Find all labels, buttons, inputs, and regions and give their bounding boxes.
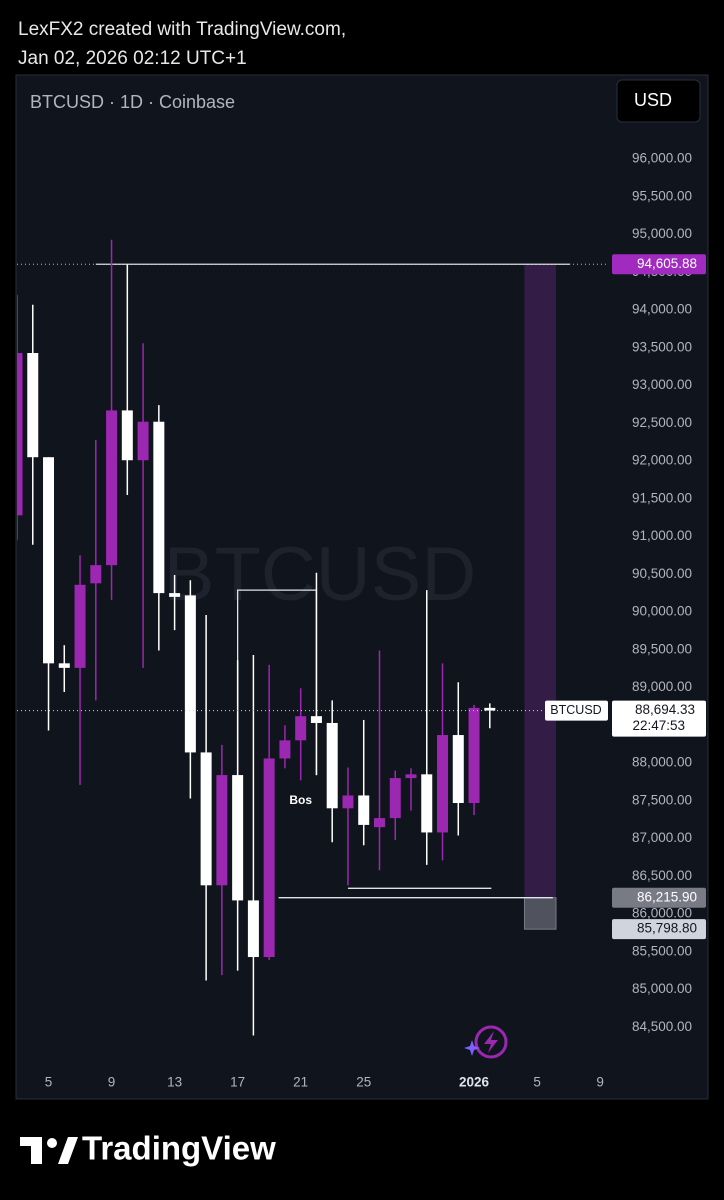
candle-body <box>358 795 370 825</box>
y-tick-label: 93,000.00 <box>632 377 692 392</box>
y-tick-label: 86,500.00 <box>632 868 692 883</box>
y-tick-label: 90,000.00 <box>632 604 692 619</box>
zone-lower <box>523 897 557 930</box>
y-tick-label: 90,500.00 <box>632 566 692 581</box>
x-tick-label: 9 <box>108 1075 116 1090</box>
plot-area: Bos <box>17 239 571 1036</box>
candle-body <box>326 722 338 809</box>
y-tick-label: 94,000.00 <box>632 302 692 317</box>
price-label: 94,605.88 <box>637 256 697 271</box>
candle-body <box>405 774 417 779</box>
candle-body <box>389 778 401 819</box>
current-price: 88,694.33 <box>635 702 695 717</box>
candle-body <box>137 421 149 461</box>
y-tick-label: 84,500.00 <box>632 1019 692 1034</box>
candle-body <box>43 457 55 664</box>
price-label-bg <box>612 254 706 275</box>
x-tick-label: 2026 <box>459 1075 490 1090</box>
candle-body <box>452 735 464 804</box>
price-label-bg <box>612 919 706 940</box>
x-tick-label: 9 <box>596 1075 604 1090</box>
candle-body <box>437 735 449 833</box>
candle-body <box>484 707 496 711</box>
candle-body <box>263 758 275 958</box>
candle-body <box>468 707 480 804</box>
header-line: LexFX2 created with TradingView.com, <box>18 19 346 40</box>
candle-body <box>74 584 86 668</box>
candle-body <box>295 716 307 741</box>
logo <box>20 1137 78 1164</box>
candle-body <box>169 593 181 597</box>
y-tick-label: 91,000.00 <box>632 528 692 543</box>
candle-body <box>373 818 385 828</box>
price-label: 86,215.90 <box>637 889 697 904</box>
current-price-bg <box>612 700 706 737</box>
y-tick-label: 89,000.00 <box>632 679 692 694</box>
candle-body <box>106 410 118 566</box>
candle-body <box>310 716 322 723</box>
y-tick-label: 85,000.00 <box>632 981 692 996</box>
price-label-bg <box>612 887 706 908</box>
x-tick-label: 13 <box>167 1075 182 1090</box>
annotation: Bos <box>289 793 312 807</box>
y-tick-label: 93,500.00 <box>632 339 692 354</box>
y-tick-label: 96,000.00 <box>632 151 692 166</box>
chart-panel <box>15 74 709 1100</box>
y-tick-label: 92,000.00 <box>632 453 692 468</box>
candle-body <box>279 740 291 759</box>
candle-body <box>342 795 354 809</box>
zone-upper <box>524 264 556 898</box>
candle-body <box>58 663 70 668</box>
candle-body <box>184 595 196 753</box>
candle-body <box>121 410 133 461</box>
candle-body <box>200 752 212 886</box>
x-tick-label: 5 <box>533 1075 541 1090</box>
current-name: BTCUSD <box>550 703 601 717</box>
x-tick-label: 17 <box>230 1075 245 1090</box>
y-tick-label: 91,500.00 <box>632 490 692 505</box>
current-name-bg <box>545 700 608 721</box>
countdown: 22:47:53 <box>632 718 685 733</box>
candle-body <box>421 774 433 833</box>
y-tick-label: 87,000.00 <box>632 830 692 845</box>
y-tick-label: 95,500.00 <box>632 188 692 203</box>
candle-body <box>17 353 23 516</box>
currency-label: USD <box>634 90 672 110</box>
x-tick-label: 25 <box>356 1075 371 1090</box>
brand: TradingView <box>82 1130 276 1167</box>
y-tick-label: 86,000.00 <box>632 906 692 921</box>
x-tick-label: 5 <box>45 1075 53 1090</box>
chart-title: BTCUSD · 1D · Coinbase <box>30 92 235 112</box>
price-label: 85,798.80 <box>637 921 697 936</box>
candle-body <box>216 775 228 886</box>
x-tick-label: 21 <box>293 1075 308 1090</box>
currency-button[interactable] <box>616 79 701 123</box>
candle-body <box>153 421 165 594</box>
y-tick-label: 89,500.00 <box>632 641 692 656</box>
assistant-icon[interactable] <box>464 1025 508 1059</box>
header-line: Jan 02, 2026 02:12 UTC+1 <box>18 48 247 69</box>
watermark: BTCUSD <box>164 532 476 617</box>
y-tick-label: 92,500.00 <box>632 415 692 430</box>
candle-body <box>247 900 259 958</box>
y-tick-label: 87,500.00 <box>632 792 692 807</box>
candle-body <box>90 565 102 584</box>
y-tick-label: 95,000.00 <box>632 226 692 241</box>
candle-body <box>232 775 244 901</box>
candle-body <box>27 353 39 458</box>
y-tick-label: 85,500.00 <box>632 943 692 958</box>
y-tick-label: 88,000.00 <box>632 755 692 770</box>
